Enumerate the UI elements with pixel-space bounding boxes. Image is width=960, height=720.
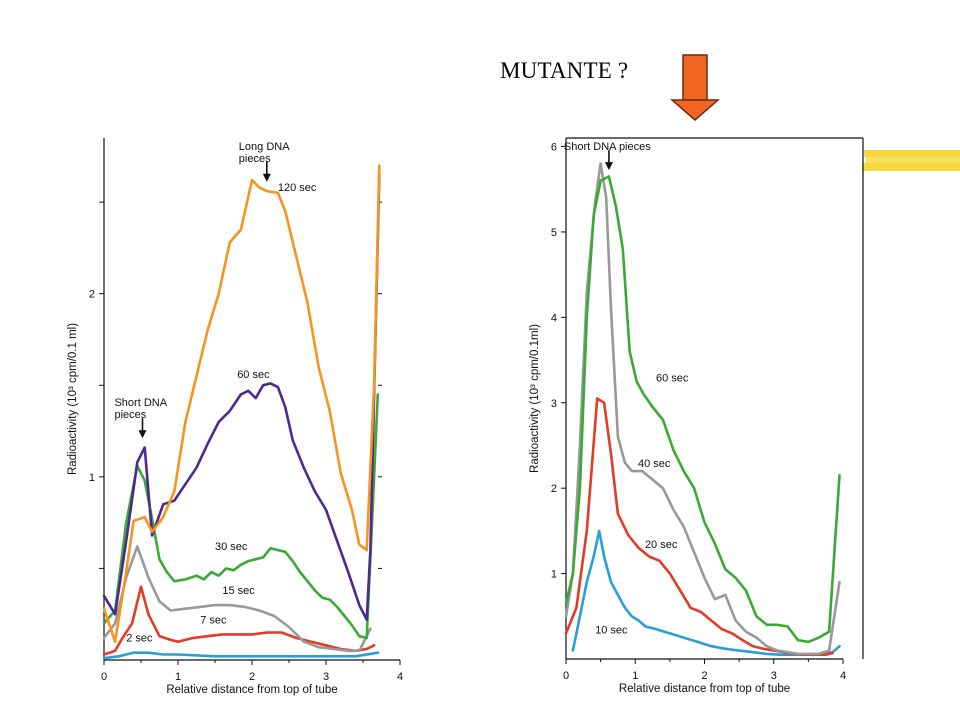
annotation-text: Long DNA [239,141,290,153]
y-tick-label: 6 [551,142,557,154]
annotation-text: Short DNA [114,397,167,409]
y-tick-label: 1 [551,569,557,581]
y-axis-label: Radioactivity (10³ cpm/0.1 ml) [67,323,79,475]
y-axis-label: Radioactivity (10³ cpm/0.1ml) [529,324,541,473]
series-line-60-sec [564,175,841,644]
y-tick-label: 5 [551,227,557,239]
x-tick-label: 2 [701,670,707,682]
series-label: 7 sec [200,614,227,626]
down-arrow-icon [669,54,721,121]
x-tick-label: 4 [397,671,403,683]
x-tick-label: 0 [101,671,107,683]
y-tick-label: 1 [89,472,95,484]
x-tick-label: 4 [840,670,846,682]
series-label: 2 sec [126,633,153,645]
series-label: 60 sec [656,372,689,384]
annotation-text: pieces [114,409,146,421]
yellow-highlight-mark [862,150,960,171]
annotation-arrowhead [262,173,271,182]
x-axis-label: Relative distance from top of tube [166,684,337,696]
series-label: 60 sec [237,369,270,381]
series-label: 40 sec [638,458,671,470]
y-tick-label: 2 [89,289,95,301]
annotation-arrowhead [604,162,613,171]
series-line-120-sec [102,164,381,643]
series-line-40-sec [564,162,841,656]
x-tick-label: 2 [249,671,255,683]
series-line-20-sec [564,397,834,656]
series-line-30-sec [102,393,380,640]
series-line-10-sec [571,529,841,656]
x-tick-label: 3 [771,670,777,682]
series-line-7-sec [102,585,376,656]
series-label: 15 sec [222,585,255,597]
annotation: Short DNA pieces [564,141,651,171]
y-tick-label: 2 [551,483,557,495]
series-line-60-sec [102,173,381,621]
y-tick-label: 3 [551,398,557,410]
series-label: 10 sec [595,624,628,636]
slide-title: MUTANTE ? [500,58,629,83]
series-label: 30 sec [215,541,248,553]
annotation-arrowhead [138,430,147,439]
annotation-text: Short DNA pieces [564,141,651,153]
x-axis-label: Relative distance from top of tube [619,683,790,695]
series-label: 20 sec [645,539,678,551]
series-line-15-sec [102,545,372,653]
x-tick-label: 3 [323,671,329,683]
x-tick-label: 1 [175,671,181,683]
x-tick-label: 1 [632,670,638,682]
x-tick-label: 0 [563,670,569,682]
series-label: 120 sec [278,182,317,194]
y-tick-label: 4 [551,312,557,324]
annotation-text: pieces [239,153,271,165]
series-line-2-sec [102,651,380,660]
